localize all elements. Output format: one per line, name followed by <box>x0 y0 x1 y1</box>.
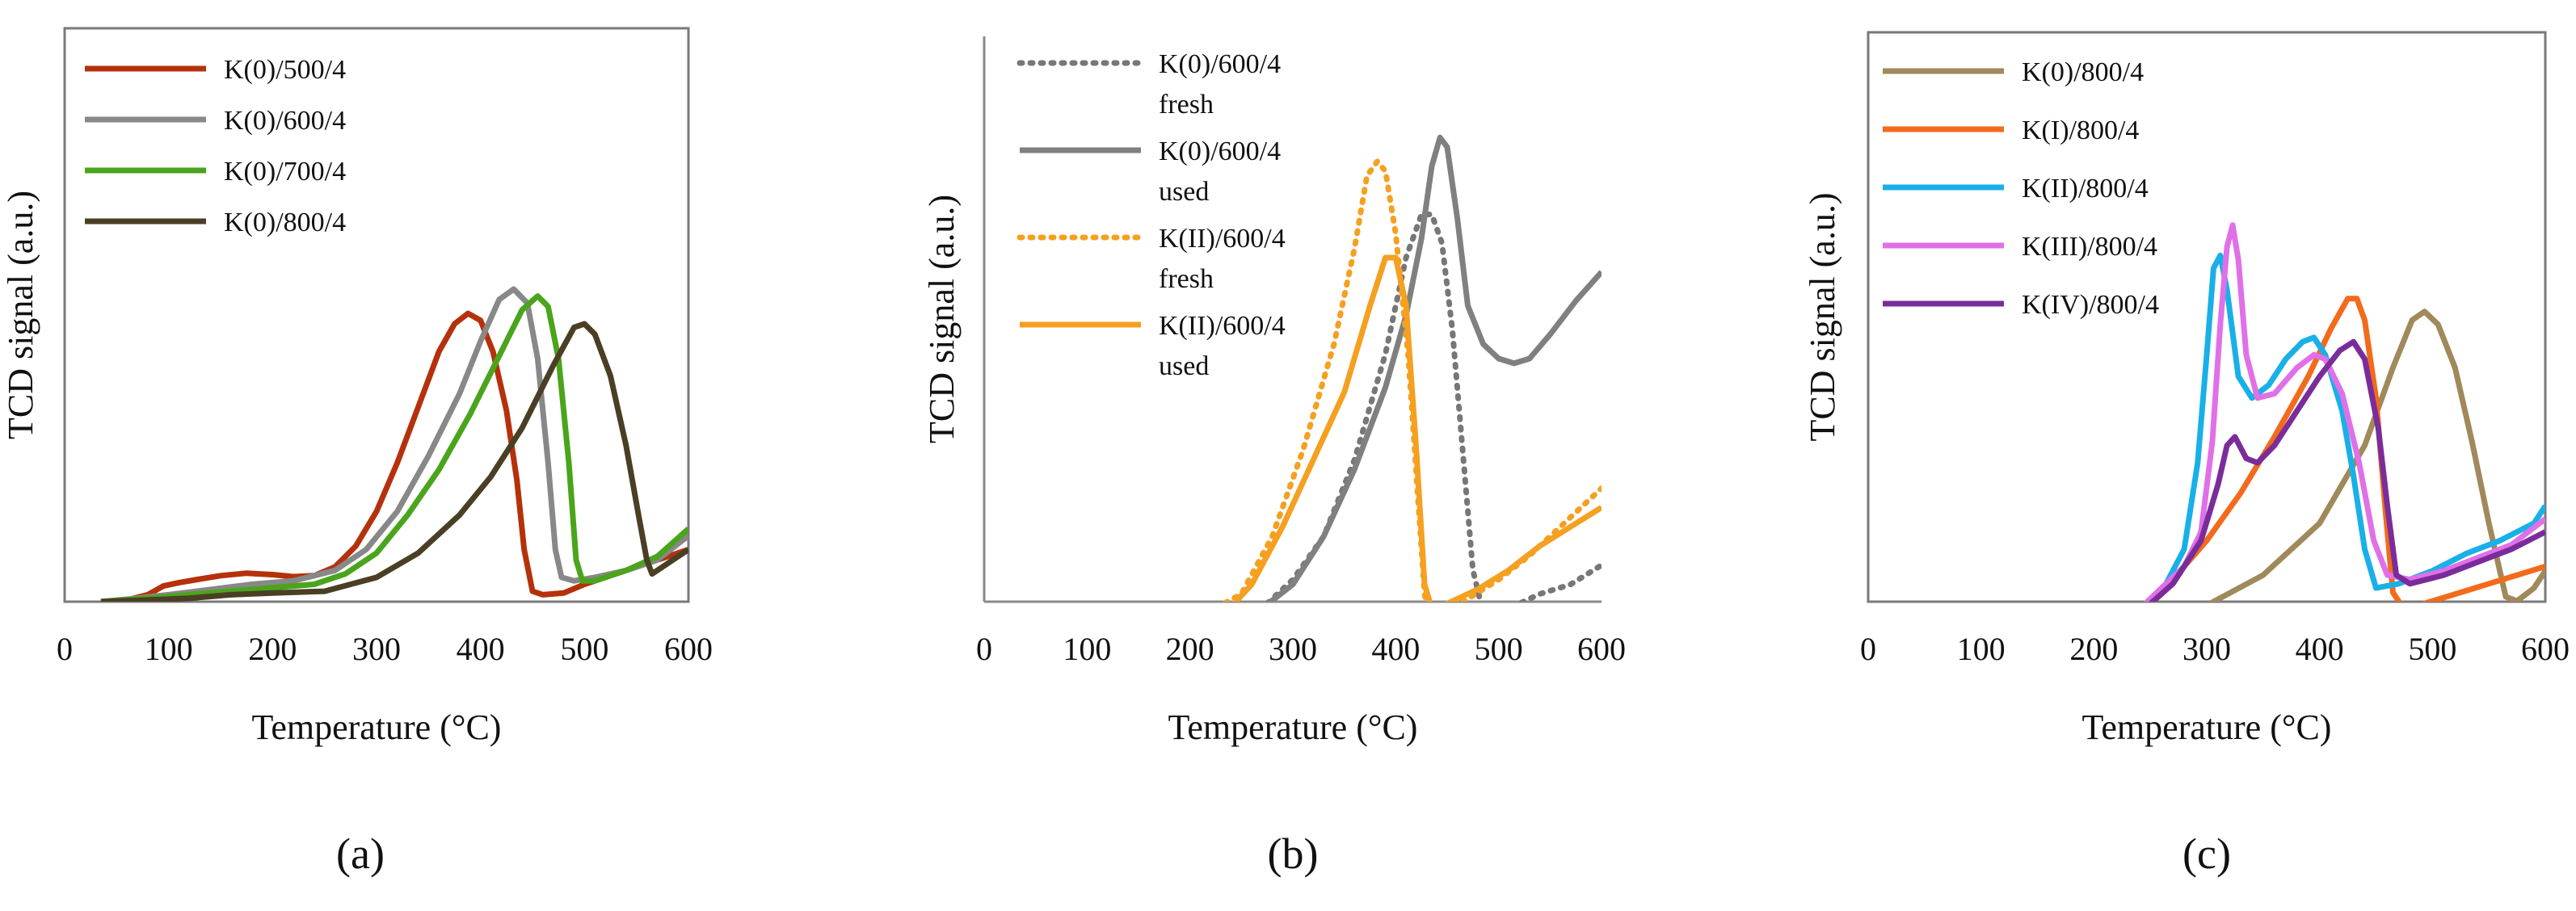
legend: K(0)/800/4 K(I)/800/4 K(II)/800/4 K(III)/80… <box>1883 57 2159 320</box>
x-tick-label: 300 <box>352 631 401 667</box>
plot-frame <box>1867 31 2547 603</box>
x-tick-label: 400 <box>1371 631 1420 667</box>
series-line-2 <box>2144 296 2545 602</box>
legend-label-sub: used <box>1159 351 1209 381</box>
series-group <box>2143 222 2545 602</box>
x-tick-label: 100 <box>145 631 193 667</box>
legend-label: K(0)/600/4 <box>1159 49 1281 79</box>
series-group <box>1221 134 1602 602</box>
x-tick-label: 500 <box>2408 631 2456 667</box>
series-line-3 <box>1221 158 1602 602</box>
x-tick-label: 200 <box>248 631 297 667</box>
plot-frame <box>63 27 690 603</box>
series-line-1 <box>1265 212 1602 602</box>
legend-label: K(0)/500/4 <box>224 55 346 85</box>
series-line-2 <box>100 286 688 602</box>
y-axis-label: TCD signal (a.u.) <box>1803 193 1842 442</box>
series-group <box>100 286 688 602</box>
legend-label: K(0)/700/4 <box>224 157 346 187</box>
x-tick-label: 600 <box>2521 631 2570 667</box>
legend-label: K(II)/600/4 <box>1159 311 1286 341</box>
x-tick-label: 100 <box>1957 631 2006 667</box>
x-tick-label: 500 <box>560 631 608 667</box>
legend-label: K(0)/800/4 <box>2022 57 2144 87</box>
series-line-1 <box>100 310 688 602</box>
legend-label: K(I)/800/4 <box>2022 115 2139 145</box>
legend: K(0)/500/4 K(0)/600/4 K(0)/700/4 K(0)/800/4 <box>85 55 346 237</box>
legend-label: K(III)/800/4 <box>2022 232 2157 262</box>
legend-label: K(0)/800/4 <box>224 208 346 237</box>
series-line-4 <box>1231 254 1602 602</box>
legend-label: K(II)/800/4 <box>2022 174 2149 204</box>
legend-label: K(II)/600/4 <box>1159 224 1286 254</box>
panel-caption: (b) <box>1268 829 1319 878</box>
x-tick-label: 400 <box>457 631 505 667</box>
x-axis-label: Temperature (°C) <box>1168 707 1418 747</box>
chart-panel-3: 0 100 200 300 400 500 600 Temperature (°C) TCD s… <box>1803 31 2570 878</box>
x-tick-label: 500 <box>1475 631 1523 667</box>
x-tick-label: 100 <box>1063 631 1111 667</box>
legend-label: K(IV)/800/4 <box>2022 290 2159 320</box>
y-axis-label: TCD signal (a.u.) <box>1 191 40 439</box>
series-line-5 <box>2149 338 2545 602</box>
x-tick-label: 300 <box>2182 631 2231 667</box>
legend-label: K(0)/600/4 <box>1159 136 1281 166</box>
legend-label: K(0)/600/4 <box>224 106 346 136</box>
legend-label-sub: fresh <box>1159 90 1214 120</box>
x-tick-label: 200 <box>1166 631 1214 667</box>
chart-panel-1: 0 100 200 300 400 500 600 Temperature (°C) TCD s… <box>1 27 713 878</box>
x-tick-label: 400 <box>2296 631 2344 667</box>
x-tick-label: 0 <box>976 631 992 667</box>
x-tick-label: 600 <box>1577 631 1626 667</box>
series-line-3 <box>100 293 688 602</box>
panel-caption: (a) <box>336 829 385 878</box>
legend-label-sub: used <box>1159 177 1209 207</box>
legend-label-sub: fresh <box>1159 264 1214 294</box>
y-axis-label: TCD signal (a.u.) <box>922 195 962 443</box>
x-tick-label: 300 <box>1269 631 1317 667</box>
panel-caption: (c) <box>2182 829 2231 878</box>
x-axis-label: Temperature (°C) <box>252 707 502 747</box>
chart-panel-2: 0 100 200 300 400 500 600 Temperature (°C) TCD s… <box>922 36 1626 878</box>
series-line-4 <box>100 321 688 602</box>
x-tick-label: 200 <box>2069 631 2118 667</box>
legend: K(0)/600/4 fresh K(0)/600/4 used K(II)/600/4… <box>1017 49 1286 381</box>
series-line-1 <box>2207 309 2545 602</box>
x-axis-label: Temperature (°C) <box>2082 707 2332 747</box>
x-tick-label: 0 <box>57 631 73 667</box>
x-tick-label: 600 <box>664 631 713 667</box>
x-tick-label: 0 <box>1860 631 1876 667</box>
series-line-2 <box>1265 134 1602 602</box>
